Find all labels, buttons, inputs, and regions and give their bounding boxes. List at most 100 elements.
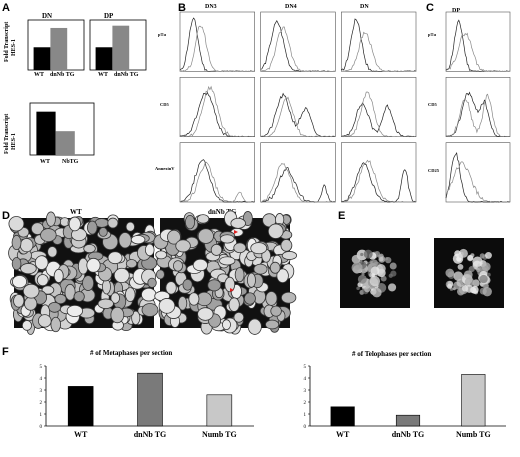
e-2-speck-53: [463, 270, 473, 280]
f-right-chart: 0 1 2 3 4 5 WT dnNb TG Numb TG: [304, 365, 506, 439]
d-tg-cell-155: [276, 268, 289, 283]
d-tg-cell-174: [269, 261, 281, 274]
e-1-speck-53: [364, 286, 371, 293]
b-curve-b-0-1: [260, 26, 336, 72]
a-top-ylabel-1: Fold Transcript: [4, 21, 10, 62]
d-wt-cell-77: [64, 283, 76, 301]
f-right-ytick-label-4: 4: [304, 377, 307, 382]
e-1-speck-54: [385, 256, 392, 264]
d-wt-cell-172: [131, 310, 141, 326]
d-micrograph-dnnb: [153, 210, 298, 335]
c-histogram-column: [445, 11, 511, 203]
d-wt-cell-205: [34, 255, 49, 270]
panel-letter-a: A: [2, 2, 10, 14]
d-tg-cell-179: [228, 297, 240, 312]
a-tl-bar-1: [50, 27, 68, 71]
d-tg-arrow-0: [234, 230, 238, 234]
e-micrograph-right: [434, 238, 504, 308]
d-label-dnnb: dnNb TG: [208, 208, 237, 216]
d-tg-cell-43: [177, 296, 188, 311]
d-tg-cell-100: [196, 214, 210, 224]
b-curve-b-2-0: [179, 161, 255, 203]
d-wt-cell-155: [8, 216, 25, 232]
d-tg-cell-184: [265, 319, 280, 330]
f-left-ytick-label-5: 5: [40, 365, 43, 370]
d-wt-cell-208: [147, 277, 157, 288]
a-b-bar-0: [36, 111, 56, 155]
a-bottom-ylabel-2: HES-1: [11, 132, 17, 150]
d-tg-cell-172: [184, 214, 196, 230]
f-left-category-1: dnNb TG: [134, 430, 167, 439]
f-right-bar-2: [461, 374, 486, 427]
panel-letter-f: F: [2, 346, 9, 358]
d-tg-cell-186: [222, 319, 231, 331]
b-row-1: CD5: [160, 102, 169, 107]
a-b-cat-0: WT: [40, 159, 51, 165]
e-2-speck-49: [486, 272, 491, 277]
e-2-speck-31: [482, 287, 492, 297]
a-tr-bar-0: [95, 47, 113, 70]
d-tg-arrow-1: [230, 288, 234, 292]
a-bottom-chart: [29, 102, 95, 156]
d-wt-cell-87: [141, 287, 157, 302]
d-tg-cell-142: [230, 217, 246, 229]
d-wt-cell-12: [47, 246, 58, 258]
d-wt-cell-207: [22, 283, 40, 299]
d-tg-cell-170: [197, 228, 214, 244]
d-micrograph-wt: [8, 211, 159, 335]
d-wt-cell-143: [21, 320, 33, 331]
d-tg-cell-185: [250, 242, 268, 255]
e-2-speck-24: [457, 264, 464, 270]
d-wt-cell-198: [125, 221, 135, 232]
e-1-speck-52: [357, 274, 367, 284]
a-top-right-chart: [89, 19, 147, 71]
d-wt-cell-204: [107, 251, 123, 265]
b-box-2-0: [179, 142, 255, 203]
d-tg-cell-121: [155, 250, 168, 260]
d-wt-cell-130: [19, 238, 34, 253]
c-box-1-0: [445, 77, 511, 137]
d-wt-cell-171: [124, 287, 136, 303]
e-2-speck-15: [453, 271, 463, 281]
e-1-speck-37: [356, 286, 360, 291]
b-box-2-1: [260, 142, 336, 203]
c-row-2: CD25: [428, 168, 439, 173]
d-tg-cell-182: [172, 260, 183, 272]
f-right-bar-1: [395, 414, 421, 427]
c-curve-b-1-0: [445, 93, 511, 138]
e-micrograph-left: [340, 238, 410, 308]
a-top-ylabel-2: HES-1: [11, 38, 17, 56]
panel-letter-b: B: [178, 2, 186, 14]
b-curve-b-0-2: [341, 31, 417, 72]
f-right-ytick-label-1: 1: [304, 413, 307, 418]
e-2-speck-55: [472, 256, 483, 267]
b-box-2-2: [341, 142, 417, 203]
b-curve-a-2-2: [341, 162, 417, 203]
d-wt-cell-188: [24, 296, 38, 311]
b-curve-b-1-0: [179, 85, 255, 138]
d-wt-cell-178: [40, 228, 57, 243]
e-2-speck-44: [479, 253, 485, 259]
d-wt-cell-203: [86, 257, 101, 273]
e-1-speck-47: [370, 266, 380, 276]
e-1-speck-49: [379, 256, 384, 262]
d-wt-cell-133: [41, 285, 55, 295]
d-wt-cell-167: [118, 232, 132, 249]
d-tg-cell-158: [165, 281, 177, 295]
c-curve-b-0-0: [445, 32, 511, 72]
e-1-speck-55: [388, 273, 393, 278]
b-curve-b-2-2: [341, 159, 416, 203]
f-right-ytick-label-3: 3: [304, 389, 307, 394]
d-tg-cell-164: [234, 267, 245, 283]
e-2-speck-41: [484, 251, 492, 259]
c-col: DP: [452, 8, 460, 14]
a-tr-cat-0: WT: [98, 72, 109, 78]
a-top-right-title: DP: [104, 12, 114, 20]
e-1-speck-19: [388, 283, 397, 292]
d-tg-cell-151: [233, 311, 245, 323]
d-wt-cell-124: [82, 275, 94, 291]
e-1-speck-57: [363, 249, 373, 259]
d-tg-cell-175: [219, 234, 235, 244]
f-right-bar-0: [330, 406, 355, 427]
d-tg-cell-168: [270, 305, 282, 317]
